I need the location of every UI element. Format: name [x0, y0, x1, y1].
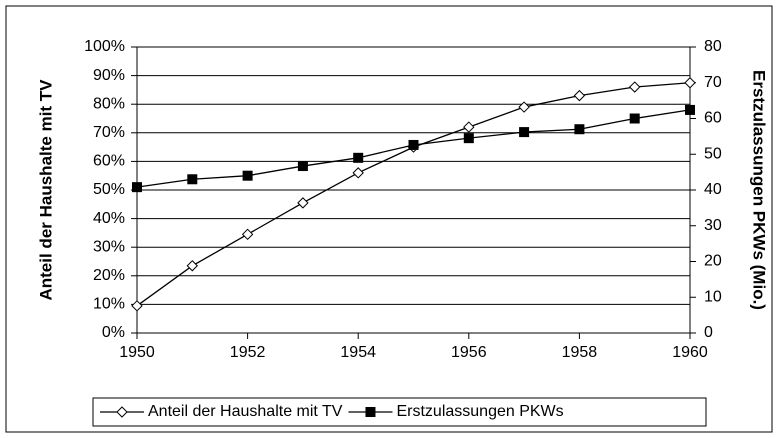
data-point [352, 167, 364, 179]
data-point [629, 113, 640, 124]
y-tick-label: 10% [93, 296, 125, 313]
y-tick-label: 20% [93, 267, 125, 284]
y-tick-label: 50% [93, 181, 125, 198]
data-point [408, 139, 419, 150]
data-point [573, 89, 586, 102]
data-point [132, 182, 142, 193]
data-point [242, 170, 253, 181]
x-tick-label: 1960 [672, 344, 708, 361]
data-point [628, 81, 641, 93]
data-point [297, 197, 309, 209]
data-point [353, 152, 364, 163]
y2-tick-label: 0 [704, 324, 713, 341]
y-tick-label: 30% [93, 238, 125, 255]
y2-tick-label: 40 [704, 181, 722, 198]
legend-marker [365, 407, 376, 417]
legend-label: Anteil der Haushalte mit TV [148, 403, 343, 420]
y-tick-label: 0% [102, 324, 125, 341]
y2-tick-label: 60 [704, 110, 722, 127]
y2-tick-label: 30 [704, 217, 722, 234]
data-point [186, 260, 199, 272]
y-tick-label: 90% [93, 67, 125, 84]
x-tick-label: 1950 [119, 344, 155, 361]
y-axis-title: Anteil der Haushalte mit TV [36, 79, 55, 301]
data-point [241, 228, 254, 241]
y2-tick-label: 50 [704, 145, 722, 162]
x-tick-label: 1952 [230, 344, 266, 361]
y-tick-label: 80% [93, 95, 125, 112]
data-point [518, 101, 530, 113]
x-tick-label: 1954 [340, 344, 376, 361]
data-point [684, 77, 696, 89]
y-tick-label: 60% [93, 153, 125, 170]
legend-marker [116, 406, 128, 418]
data-point [131, 300, 143, 312]
y2-tick-label: 20 [704, 253, 722, 270]
legend-box [92, 397, 707, 427]
y-tick-label: 100% [84, 38, 125, 55]
legend-label: Erstzulassungen PKWs [396, 403, 563, 420]
y2-axis-title: Erstzulassungen PKWs (Mio.) [750, 70, 769, 310]
data-point [519, 127, 530, 138]
y-tick-label: 40% [93, 210, 125, 227]
data-point [574, 124, 585, 135]
x-tick-label: 1956 [451, 344, 487, 361]
data-point [685, 104, 695, 115]
data-point [463, 121, 475, 133]
y2-tick-label: 80 [704, 38, 722, 55]
x-tick-label: 1958 [562, 344, 598, 361]
data-point [297, 161, 308, 172]
y2-tick-label: 10 [704, 288, 722, 305]
data-point [187, 174, 198, 185]
y-tick-label: 70% [93, 124, 125, 141]
data-point [463, 133, 474, 144]
y2-tick-label: 70 [704, 74, 722, 91]
